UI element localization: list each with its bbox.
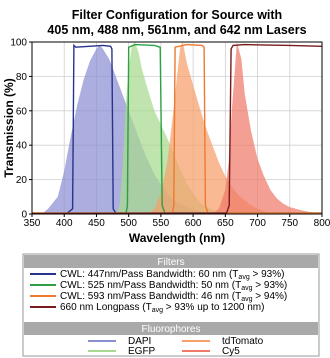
axis-ticks: 350 400 450 500 550 600 650 700 750 800 0 20 40 60 80 1… <box>10 38 330 230</box>
legend-filter-label: CWL: 447nm/Pass Bandwidth: 60 nm (Tavg >… <box>60 269 284 281</box>
legend-filters-header <box>24 255 318 268</box>
legend-box <box>22 253 320 357</box>
y-axis-label: Transmission (%) <box>2 78 16 177</box>
x-tick-label: 400 <box>56 218 73 229</box>
x-tick-label: 650 <box>217 218 234 229</box>
x-tick-label: 700 <box>249 218 266 229</box>
y-tick-label: 100 <box>10 38 27 49</box>
y-tick-label: 80 <box>16 72 28 83</box>
legend-fluorophore-label: tdTomato <box>222 336 264 347</box>
filter-curve-1 <box>66 43 322 214</box>
fluorophore-spectrum-egfp <box>115 42 232 214</box>
fluorophore-spectra <box>41 42 322 215</box>
legend-filter-label: CWL: 525 nm/Pass Bandwidth: 50 nm (Tavg … <box>60 280 287 292</box>
chart-title-line2: 405 nm, 488 nm, 561nm, and 642 nm Lasers <box>47 23 306 37</box>
legend: Filters Fluorophores CWL: 447nm/Pass Ban… <box>22 253 320 357</box>
chart-title-line1: Filter Configuration for Source with <box>72 8 282 22</box>
x-tick-label: 350 <box>24 218 41 229</box>
x-tick-label: 450 <box>88 218 105 229</box>
legend-filter-entries: CWL: 447nm/Pass Bandwidth: 60 nm (Tavg >… <box>30 269 287 314</box>
filter-curve-4 <box>31 43 323 215</box>
x-tick-label: 750 <box>281 218 298 229</box>
y-tick-label: 40 <box>16 141 28 152</box>
x-tick-label: 800 <box>314 218 330 229</box>
legend-fluorophore-label: DAPI <box>128 336 151 347</box>
legend-fluorophore-label: EGFP <box>128 346 156 357</box>
x-tick-label: 500 <box>120 218 137 229</box>
y-tick-label: 0 <box>21 210 27 221</box>
plot-frame <box>31 41 323 215</box>
y-tick-label: 60 <box>16 106 28 117</box>
filter-curve-3 <box>32 43 322 214</box>
x-tick-label: 600 <box>185 218 202 229</box>
legend-fluorophores-heading: Fluorophores <box>142 324 201 335</box>
x-axis-label: Wavelength (nm) <box>129 231 225 245</box>
x-tick-label: 550 <box>153 218 170 229</box>
filter-curves <box>31 43 323 215</box>
legend-filter-label: 660 nm Longpass (Tavg > 93% up to 1200 n… <box>60 302 264 314</box>
legend-filter-label: CWL: 593 nm/Pass Bandwidth: 46 nm (Tavg … <box>60 291 287 303</box>
legend-fluorophores-header <box>24 322 318 335</box>
filter-curve-2 <box>32 43 322 214</box>
legend-fluorophore-label: Cy5 <box>222 346 240 357</box>
legend-filters-heading: Filters <box>157 257 184 268</box>
y-tick-label: 20 <box>16 175 28 186</box>
fluorophore-spectrum-cy5 <box>212 42 322 214</box>
fluorophore-spectrum-tdtomato <box>148 42 277 214</box>
